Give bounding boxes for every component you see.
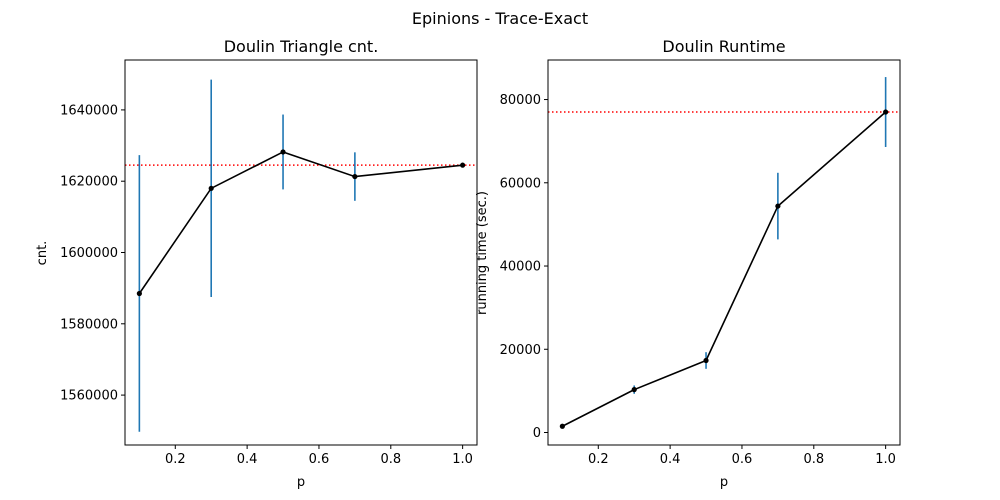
runtime-y-tick-label: 0	[533, 426, 541, 441]
triangle-count-y-tick-label: 1580000	[60, 317, 118, 332]
runtime-x-tick-label: 0.8	[803, 452, 824, 467]
runtime-data-point	[883, 109, 889, 115]
runtime-subplot: Doulin Runtime p running time (sec.) 0.2…	[475, 37, 901, 490]
triangle-count-y-tick-label: 1560000	[60, 389, 118, 404]
runtime-data-point	[703, 357, 709, 364]
triangle-count-x-tick-label: 0.4	[237, 452, 258, 467]
triangle-count-data-point	[208, 185, 214, 191]
triangle-count-y-tick-label: 1620000	[60, 175, 118, 190]
runtime-y-tick-label: 80000	[500, 93, 541, 108]
runtime-y-tick-label: 60000	[500, 176, 541, 191]
runtime-y-tick-label: 40000	[500, 260, 541, 275]
triangle-count-x-axis-label: p	[297, 475, 305, 490]
triangle-count-y-tick-label: 1640000	[60, 103, 118, 118]
triangle-count-x-tick-label: 0.6	[309, 452, 330, 467]
runtime-data-point	[775, 203, 781, 209]
runtime-data-point	[631, 387, 637, 393]
runtime-title: Doulin Runtime	[662, 37, 785, 56]
runtime-x-axis-label: p	[720, 475, 728, 490]
triangle-count-data-point	[136, 290, 142, 297]
triangle-count-data-point	[460, 162, 466, 168]
triangle-count-x-tick-label: 0.8	[380, 452, 401, 467]
triangle-count-subplot: Doulin Triangle cnt. p cnt. 0.2 0.4 0.6 0.8…	[35, 37, 478, 490]
triangle-count-data-point	[352, 173, 358, 180]
runtime-x-tick-label: 0.4	[660, 452, 681, 467]
triangle-count-x-tick-label: 0.2	[165, 452, 186, 467]
runtime-y-axis-label: running time (sec.)	[475, 191, 490, 315]
triangle-count-title: Doulin Triangle cnt.	[224, 37, 379, 56]
runtime-x-tick-label: 1.0	[875, 452, 896, 467]
runtime-data-point	[559, 423, 565, 429]
runtime-x-tick-label: 0.2	[588, 452, 609, 467]
runtime-x-tick-label: 0.6	[732, 452, 753, 467]
triangle-count-y-axis-label: cnt.	[35, 241, 50, 266]
triangle-count-y-tick-label: 1600000	[60, 246, 118, 261]
figure-suptitle: Epinions - Trace-Exact	[412, 9, 588, 28]
triangle-count-data-point	[280, 149, 286, 155]
runtime-axes-frame	[547, 59, 901, 446]
triangle-count-x-tick-label: 1.0	[452, 452, 473, 467]
runtime-y-tick-label: 20000	[500, 343, 541, 358]
